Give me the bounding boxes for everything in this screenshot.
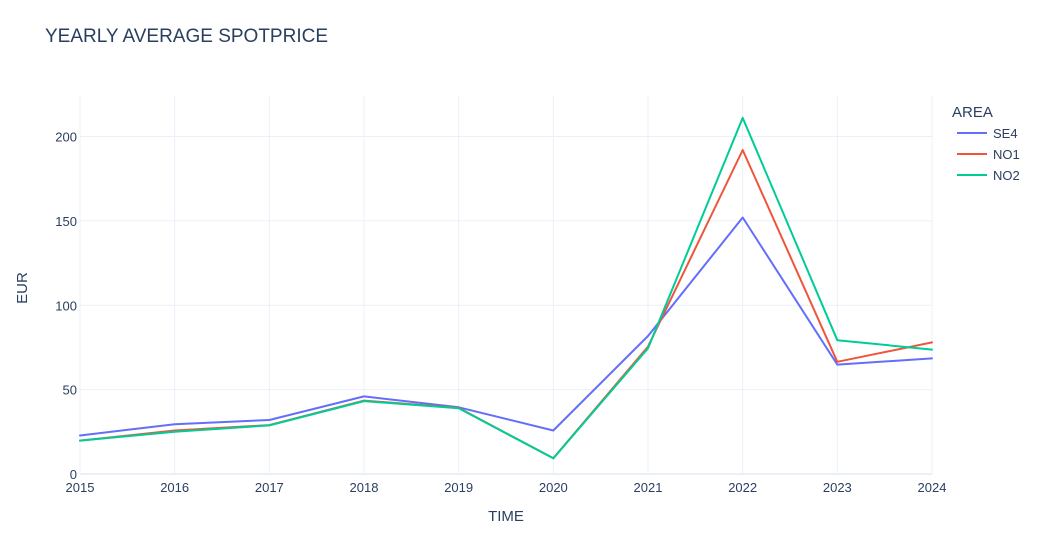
y-tick-label: 200: [55, 130, 77, 145]
y-tick-label: 50: [63, 383, 77, 398]
series-line-no1: [79, 149, 933, 460]
legend-title: AREA: [952, 104, 993, 121]
x-tick-label: 2017: [255, 480, 284, 495]
legend-label-se4: SE4: [993, 126, 1018, 141]
x-tick-label: 2024: [918, 480, 947, 495]
x-tick-label: 2015: [66, 480, 95, 495]
x-axis-title: TIME: [488, 508, 524, 525]
legend-label-no2: NO2: [993, 168, 1020, 183]
x-tick-label: 2021: [634, 480, 663, 495]
x-tick-label: 2019: [444, 480, 473, 495]
y-tick-label: 150: [55, 214, 77, 229]
series-lines: [79, 116, 933, 460]
x-tick-label: 2020: [539, 480, 568, 495]
y-tick-label: 0: [70, 467, 77, 482]
x-tick-label: 2016: [160, 480, 189, 495]
chart-title: YEARLY AVERAGE SPOTPRICE: [45, 26, 328, 47]
x-axis-ticks: 2015 2016 2017 2018 2019 2020 2021 2022 2023 2024: [66, 480, 947, 495]
x-tick-label: 2018: [350, 480, 379, 495]
x-tick-label: 2023: [823, 480, 852, 495]
legend-label-no1: NO1: [993, 147, 1020, 162]
series-line-se4: [79, 216, 933, 437]
grid: [79, 96, 933, 475]
legend: AREA SE4 NO1 NO2: [952, 104, 1020, 183]
x-tick-label: 2022: [728, 480, 757, 495]
y-axis-ticks: 0 50 100 150 200: [55, 130, 77, 483]
y-axis-title: EUR: [14, 272, 31, 304]
y-tick-label: 100: [55, 298, 77, 313]
series-line-no2: [79, 116, 933, 460]
